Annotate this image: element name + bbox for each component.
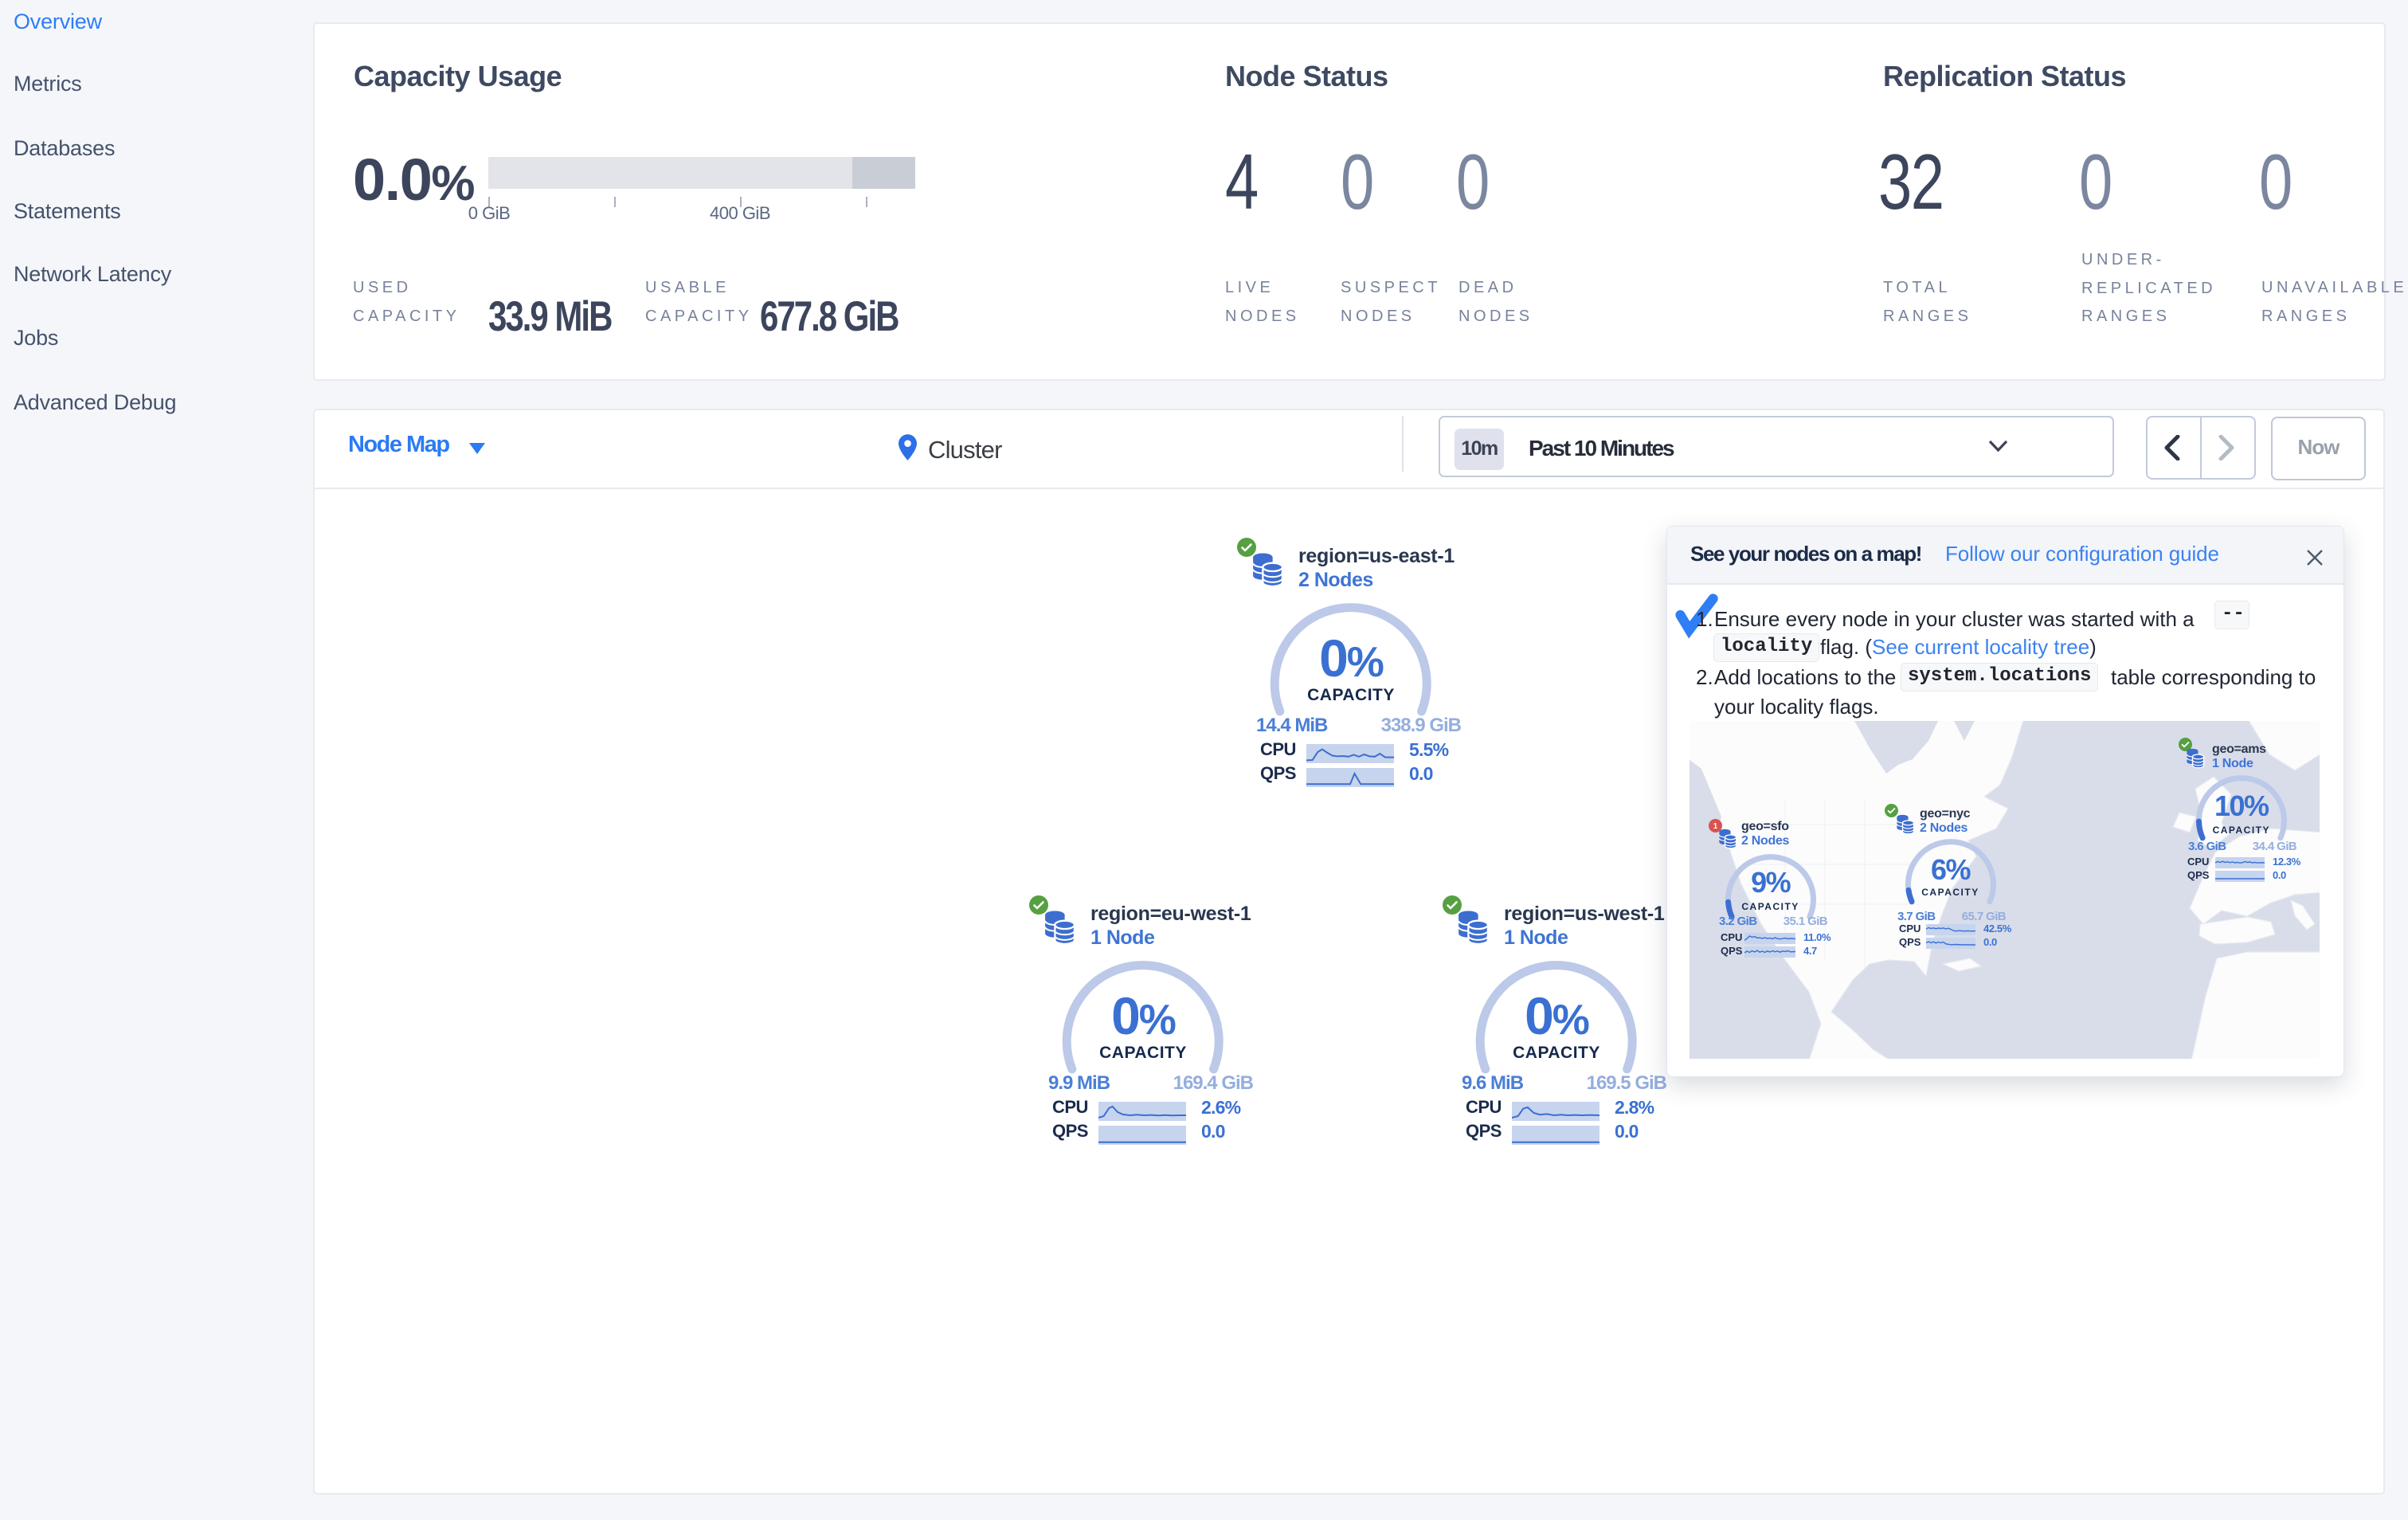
svg-text:1: 1 (1713, 822, 1718, 831)
